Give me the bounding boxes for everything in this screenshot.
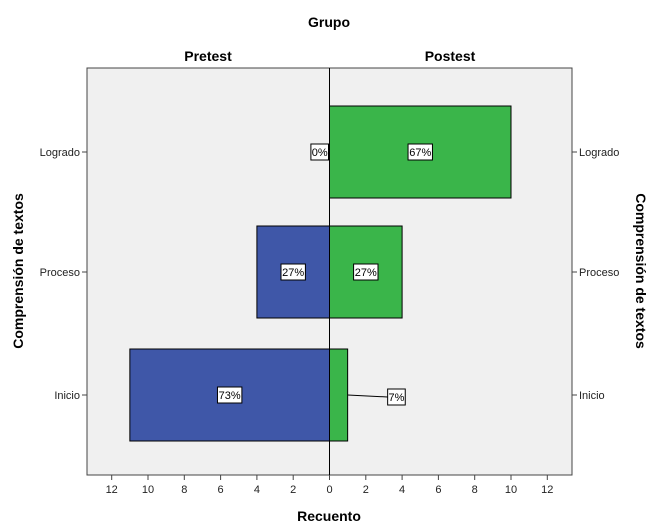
y-tick-label-left-proceso: Proceso [40,267,80,279]
data-label-box-postest-proceso [353,263,379,281]
x-tick-label-right-12: 12 [541,484,553,496]
x-tick-label-left-2: 2 [290,484,296,496]
y-axis-label-left: Comprensión de textos [10,193,26,349]
data-label-box-postest-inicio [387,388,406,406]
bar-postest-inicio [329,348,349,442]
data-label-pretest-inicio: 73% [219,390,241,402]
x-axis-label: Recuento [297,508,361,523]
x-tick-label-right-2: 2 [363,484,369,496]
y-tick-label-right-proceso: Proceso [579,267,619,279]
panel-label-postest: Postest [425,48,476,64]
data-label-postest-inicio: 7% [388,392,404,404]
x-tick-label-right-6: 6 [435,484,441,496]
x-tick-label-right-8: 8 [472,484,478,496]
data-label-pretest-logrado: 0% [312,147,328,159]
data-label-box-postest-logrado [407,143,433,161]
data-label-box-pretest-logrado [310,143,329,161]
x-tick-label-right-10: 10 [505,484,517,496]
bar-pretest-inicio [129,348,330,442]
data-label-postest-proceso: 27% [355,267,377,279]
y-axis-label-right: Comprensión de textos [633,193,648,349]
x-tick-label-left-10: 10 [142,484,154,496]
x-tick-label-left-6: 6 [218,484,224,496]
x-tick-label-left-8: 8 [181,484,187,496]
data-label-box-pretest-proceso [280,263,306,281]
y-tick-label-left-inicio: Inicio [54,390,80,402]
x-tick-label-right-4: 4 [399,484,405,496]
x-tick-label-left-12: 12 [106,484,118,496]
leader-line-postest-inicio [347,394,388,398]
data-label-box-pretest-inicio [216,386,243,404]
data-label-postest-logrado: 67% [409,147,431,159]
x-tick-label-center-0: 0 [326,484,332,496]
y-tick-label-right-logrado: Logrado [579,147,619,159]
data-label-pretest-proceso: 27% [282,267,304,279]
panel-label-pretest: Pretest [184,48,232,64]
y-tick-label-left-logrado: Logrado [40,147,80,159]
chart-title: Grupo [308,14,350,30]
y-tick-label-right-inicio: Inicio [579,390,605,402]
x-tick-label-left-4: 4 [254,484,260,496]
